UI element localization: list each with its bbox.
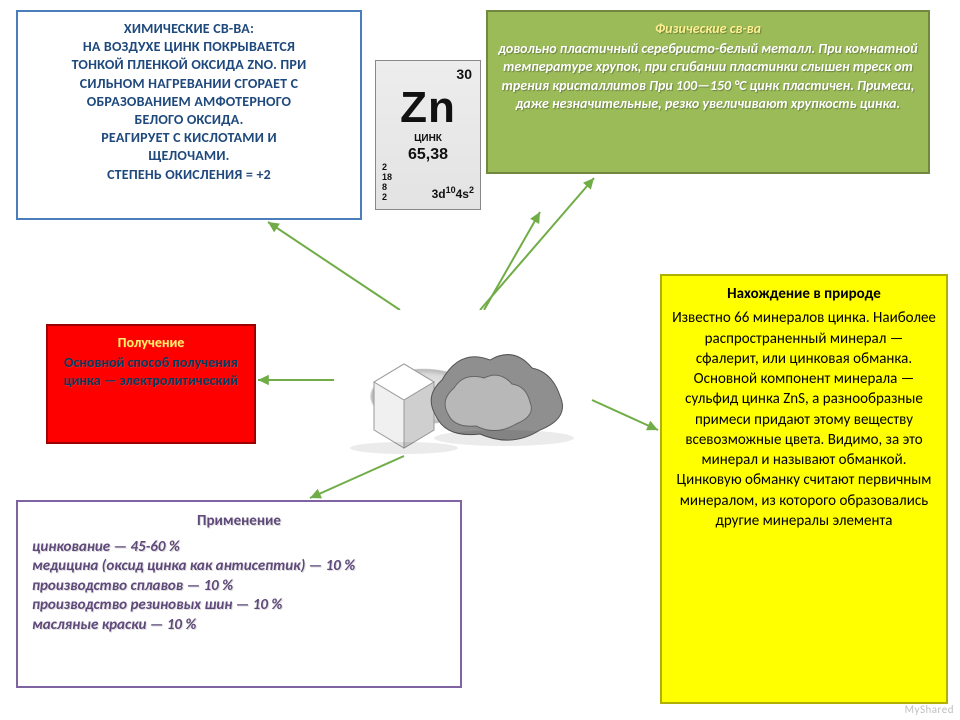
periodic-element-tile: 30 Zn ЦИНК 65,38 2 18 8 2 3d104s2 (375, 60, 481, 210)
occurrence-in-nature-box: Нахождение в природе Известно 66 минерал… (660, 274, 948, 704)
apply-title: Применение (32, 512, 446, 532)
element-name: ЦИНК (382, 132, 474, 145)
chem-l3: СИЛЬНОМ НАГРЕВАНИИ СГОРАЕТ С (80, 75, 298, 92)
chem-title: ХИМИЧЕСКИЕ СВ-ВА: (124, 20, 254, 37)
apply-l2: медицина (оксид цинка как антисептик) — … (32, 557, 355, 575)
zinc-metal-image (334, 310, 590, 454)
apply-l1: цинкование — 45-60 % (32, 538, 180, 556)
phys-title: Физические св-ва (498, 20, 918, 38)
chem-l6: РЕАГИРУЕТ С КИСЛОТАМИ И (101, 129, 277, 146)
apply-l5: масляные краски — 10 % (32, 616, 196, 634)
phys-body: довольно пластичный серебристо-белый мет… (498, 40, 917, 112)
apply-l3: производство сплавов — 10 % (32, 577, 233, 595)
atomic-number: 30 (456, 65, 472, 83)
electron-shells: 2 18 8 2 (382, 163, 392, 203)
electron-config: 3d104s2 (432, 185, 474, 203)
chem-l1: НА ВОЗДУХЕ ЦИНК ПОКРЫВАЕТСЯ (83, 38, 295, 55)
atomic-mass: 65,38 (382, 145, 474, 166)
nature-title: Нахождение в природе (672, 284, 936, 304)
physical-properties-box: Физические св-ва довольно пластичный сер… (486, 10, 930, 174)
chem-l7: ЩЕЛОЧАМИ. (148, 147, 229, 164)
chemical-properties-box: ХИМИЧЕСКИЕ СВ-ВА: НА ВОЗДУХЕ ЦИНК ПОКРЫВ… (16, 10, 362, 220)
nature-body: Известно 66 минералов цинка. Наиболее ра… (672, 309, 936, 530)
obtaining-box: Получение Основной способ получения цинк… (46, 324, 256, 444)
chem-l5: БЕЛОГО ОКСИДА. (134, 111, 243, 128)
chem-l2: ТОНКОЙ ПЛЕНКОЙ ОКСИДА ZNO. ПРИ (72, 56, 307, 73)
element-symbol: Zn (382, 79, 474, 136)
obtain-title: Получение (58, 334, 244, 352)
apply-l4: производство резиновых шин — 10 % (32, 596, 282, 614)
chem-l8: СТЕПЕНЬ ОКИСЛЕНИЯ = +2 (107, 166, 271, 183)
chem-l4: ОБРАЗОВАНИЕМ АМФОТЕРНОГО (87, 93, 291, 110)
watermark: MyShared (905, 703, 954, 716)
application-box: Применение цинкование — 45-60 % медицина… (16, 500, 462, 688)
obtain-body: Основной способ получения цинка — электр… (64, 354, 238, 389)
